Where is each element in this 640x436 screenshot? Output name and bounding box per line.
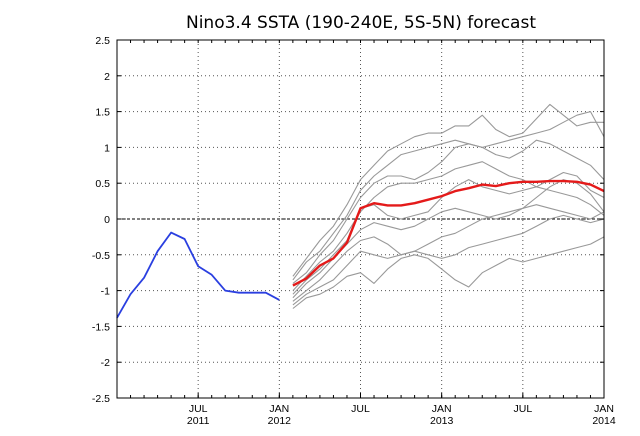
ensemble-member-line (292, 236, 605, 309)
x-tick-label-year: 2014 (592, 415, 616, 427)
x-tick-label-month: JAN (594, 403, 614, 415)
y-tick-label: 0.5 (95, 178, 110, 190)
y-tick-label: -2 (101, 357, 110, 369)
y-tick-label: -1 (101, 286, 110, 298)
observed-line (116, 231, 280, 319)
y-tick-label: 2.5 (95, 35, 110, 47)
ensemble-member-line (292, 161, 605, 291)
y-tick-label: 1 (104, 142, 110, 154)
y-tick-label: 0 (104, 214, 110, 226)
ensemble-member-line (292, 214, 605, 306)
y-tick-label: -1.5 (92, 321, 110, 333)
ensemble-member-line (292, 179, 605, 295)
x-tick-label-month: JUL (513, 403, 532, 415)
x-tick-label-month: JAN (432, 403, 452, 415)
plot-frame (116, 39, 605, 399)
x-tick-label-year: 2011 (187, 415, 210, 427)
x-tick-label-month: JUL (189, 403, 208, 415)
ensemble-member-line (292, 103, 604, 277)
x-tick-label-year: 2012 (268, 415, 292, 427)
x-tick-label-month: JUL (351, 403, 370, 415)
chart-title: Nino3.4 SSTA (190-240E, 5S-5N) forecast (186, 13, 536, 33)
y-tick-label: 1.5 (95, 107, 110, 119)
series-layer (116, 103, 605, 319)
ensemble-member-line (292, 111, 605, 281)
y-tick-label: -0.5 (92, 250, 110, 262)
x-tick-label-month: JAN (269, 403, 289, 415)
grid (117, 40, 604, 398)
y-tick-label: -2.5 (92, 393, 110, 405)
ensemble-member-line (292, 179, 605, 299)
plot-border (116, 39, 605, 399)
ensemble-member-line (292, 139, 605, 284)
y-tick-label: 2 (104, 71, 110, 83)
y-axis: -2.5 -2 -1.5 -1 -0.5 0 0.5 1 1.5 2 2.5 (92, 35, 110, 405)
x-tick-label-year: 2013 (430, 415, 454, 427)
ensemble-mean-line (292, 179, 605, 287)
ensemble-member-line (292, 204, 605, 302)
